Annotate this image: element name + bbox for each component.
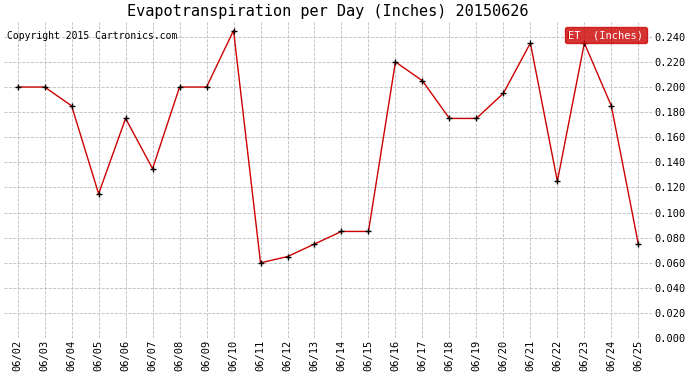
Text: Copyright 2015 Cartronics.com: Copyright 2015 Cartronics.com (8, 31, 178, 41)
Title: Evapotranspiration per Day (Inches) 20150626: Evapotranspiration per Day (Inches) 2015… (127, 4, 529, 19)
Legend: ET  (Inches): ET (Inches) (565, 27, 647, 43)
